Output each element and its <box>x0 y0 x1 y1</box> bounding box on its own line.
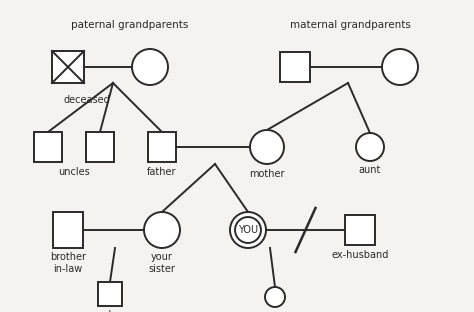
Text: uncles: uncles <box>58 167 90 177</box>
Bar <box>53 212 83 248</box>
Ellipse shape <box>250 130 284 164</box>
Text: maternal grandparents: maternal grandparents <box>290 20 410 30</box>
Bar <box>148 132 176 162</box>
Bar <box>86 132 114 162</box>
Text: mother: mother <box>249 169 285 179</box>
Ellipse shape <box>144 212 180 248</box>
Ellipse shape <box>230 212 266 248</box>
Ellipse shape <box>382 49 418 85</box>
Bar <box>98 282 122 306</box>
Text: ex-husband: ex-husband <box>331 250 389 260</box>
Ellipse shape <box>265 287 285 307</box>
Text: father: father <box>147 167 177 177</box>
Text: your
sister: your sister <box>148 252 175 274</box>
Bar <box>34 132 62 162</box>
Text: YOU: YOU <box>238 225 258 235</box>
Bar <box>280 52 310 82</box>
Text: brother
in-law: brother in-law <box>50 252 86 274</box>
Bar <box>52 51 84 83</box>
Ellipse shape <box>356 133 384 161</box>
Text: nephew: nephew <box>91 310 129 312</box>
Text: paternal grandparents: paternal grandparents <box>71 20 189 30</box>
Bar <box>345 215 375 245</box>
Text: aunt: aunt <box>359 165 381 175</box>
Ellipse shape <box>132 49 168 85</box>
Text: deceased: deceased <box>64 95 111 105</box>
